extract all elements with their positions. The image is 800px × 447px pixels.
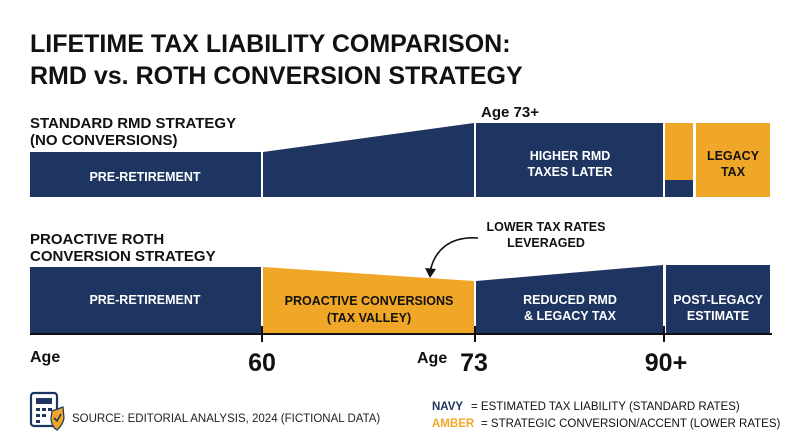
proactive-post-legacy-label-line1: POST-LEGACY bbox=[673, 293, 763, 307]
proactive-strategy-label-line1: PROACTIVE ROTH bbox=[30, 231, 164, 248]
standard-legacy-label-line2: TAX bbox=[721, 165, 746, 179]
standard-segment-60-73 bbox=[263, 123, 474, 197]
chart-title-line2: RMD vs. ROTH CONVERSION STRATEGY bbox=[30, 62, 523, 90]
x-tick-label-73: 73 bbox=[460, 349, 488, 377]
legend-text-amber: = STRATEGIC CONVERSION/ACCENT (LOWER RAT… bbox=[481, 418, 781, 430]
proactive-segment-post-legacy bbox=[666, 265, 770, 333]
proactive-segment-conversions bbox=[263, 267, 474, 333]
standard-segment-legacy-tax bbox=[696, 123, 770, 197]
x-tick-prefix-73: Age bbox=[417, 350, 447, 367]
standard-segment-pre-retirement bbox=[30, 152, 261, 197]
x-tick-label-90: 90+ bbox=[645, 349, 687, 377]
x-axis-label: Age bbox=[30, 349, 60, 366]
standard-segment-legacy-base bbox=[665, 180, 693, 197]
annotation-arrow-curve bbox=[429, 237, 479, 273]
proactive-segment-pre-retirement bbox=[30, 267, 261, 333]
proactive-segment-reduced-rmd bbox=[476, 265, 663, 333]
proactive-conversions-label-line1: PROACTIVE CONVERSIONS bbox=[285, 294, 454, 308]
standard-segment-higher-rmd bbox=[476, 123, 663, 197]
proactive-pre-retirement-label: PRE-RETIREMENT bbox=[89, 293, 200, 307]
x-tick-label-60: 60 bbox=[248, 349, 276, 377]
source-note: SOURCE: EDITORIAL ANALYSIS, 2024 (FICTIO… bbox=[72, 413, 380, 425]
proactive-reduced-rmd-label-line2: & LEGACY TAX bbox=[524, 309, 617, 323]
age-73-plus-note: Age 73+ bbox=[481, 104, 539, 121]
calculator-shield-icon bbox=[29, 391, 65, 431]
proactive-conversions-label-line2: (TAX VALLEY) bbox=[327, 311, 411, 325]
proactive-reduced-rmd-label-line1: REDUCED RMD bbox=[523, 293, 617, 307]
annotation-line2: LEVERAGED bbox=[507, 236, 585, 250]
standard-strategy-bar bbox=[30, 123, 770, 197]
standard-higher-rmd-label-line2: TAXES LATER bbox=[528, 165, 613, 179]
standard-higher-rmd-label-line1: HIGHER RMD bbox=[530, 149, 611, 163]
standard-strategy-label-line2: (NO CONVERSIONS) bbox=[30, 132, 178, 149]
legend-key-navy: NAVY bbox=[432, 401, 463, 413]
annotation-arrow-head bbox=[425, 268, 436, 278]
standard-legacy-label-line1: LEGACY bbox=[707, 149, 760, 163]
proactive-strategy-bar bbox=[30, 265, 770, 333]
legend-text-navy: = ESTIMATED TAX LIABILITY (STANDARD RATE… bbox=[471, 401, 740, 413]
standard-strategy-label-line1: STANDARD RMD STRATEGY bbox=[30, 115, 236, 132]
standard-pre-retirement-label: PRE-RETIREMENT bbox=[89, 170, 200, 184]
legend-key-amber: AMBER bbox=[432, 418, 475, 430]
chart-title-line1: LIFETIME TAX LIABILITY COMPARISON: bbox=[30, 30, 511, 58]
standard-segment-legacy-notch bbox=[665, 123, 693, 180]
proactive-post-legacy-label-line2: ESTIMATE bbox=[687, 309, 749, 323]
annotation-line1: LOWER TAX RATES bbox=[487, 220, 606, 234]
proactive-strategy-label-line2: CONVERSION STRATEGY bbox=[30, 248, 216, 265]
